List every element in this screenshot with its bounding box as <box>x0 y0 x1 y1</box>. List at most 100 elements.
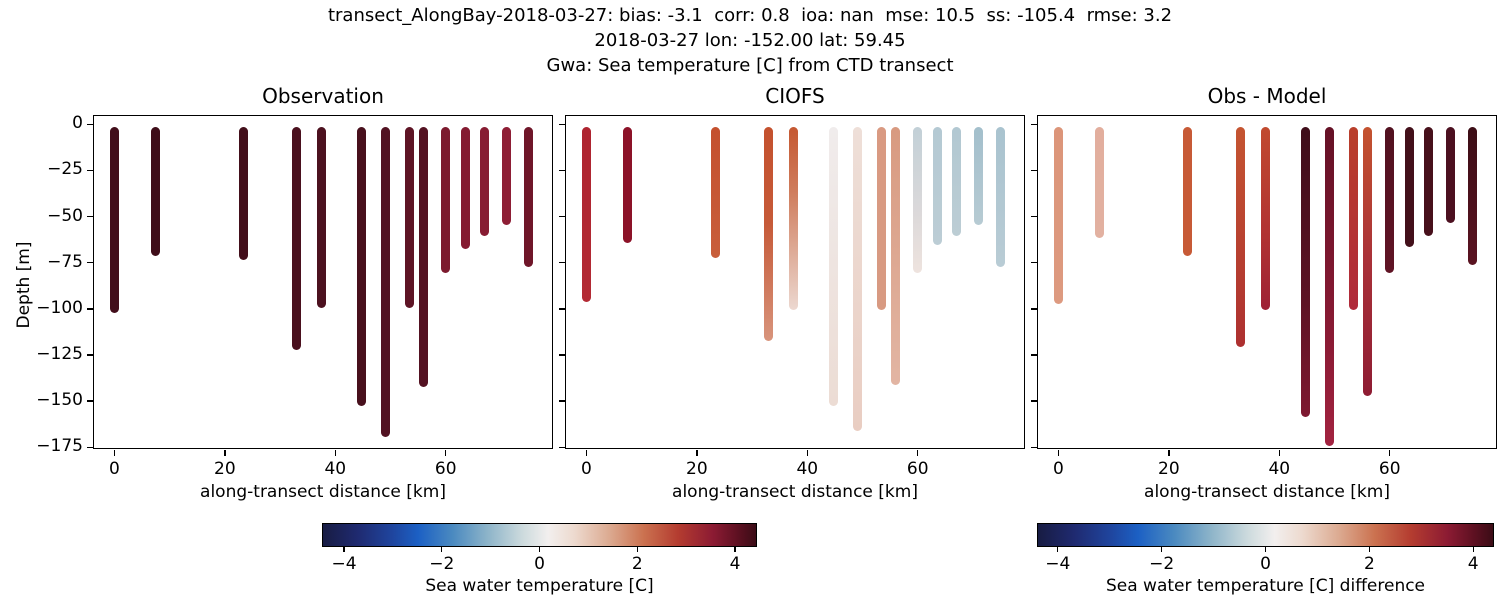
y-tick <box>1031 123 1037 125</box>
x-tick <box>224 450 226 456</box>
profile-bar <box>764 127 774 341</box>
colorbar-label: Sea water temperature [C] <box>425 576 654 596</box>
profile-bar <box>1236 127 1246 347</box>
x-tick <box>1389 450 1391 456</box>
plot-area-obs-model: 0 20 40 60 <box>1031 115 1497 479</box>
x-tick-label: 60 <box>434 459 457 479</box>
colorbar-tick <box>1472 547 1474 552</box>
profile-bar <box>151 127 161 257</box>
x-tick <box>1278 450 1280 456</box>
y-tick <box>87 354 93 356</box>
plot-area-observation: 0 20 40 60 0 −25 −50 −75 −100 −125 −150 −175 <box>36 113 553 479</box>
x-tick-label: 60 <box>1378 459 1401 479</box>
y-tick <box>559 446 565 448</box>
y-tick-label: −175 <box>36 436 83 457</box>
y-tick-label: 0 <box>72 113 83 134</box>
profile-bar <box>877 127 887 310</box>
x-axis-label: along-transect distance [km] <box>672 482 918 502</box>
x-tick <box>1057 450 1060 456</box>
colorbar-tick-label: −4 <box>1045 554 1071 574</box>
y-tick-label: −150 <box>36 390 83 411</box>
profile-bar <box>913 127 923 273</box>
profile-bar <box>1468 127 1478 266</box>
y-tick <box>559 262 565 264</box>
x-tick <box>585 450 588 456</box>
colorbar-tick-label: 4 <box>1467 554 1479 574</box>
subplot-title-observation: Observation <box>262 84 384 108</box>
y-tick-label: −125 <box>36 343 83 364</box>
colorbar-tick-label: −2 <box>429 554 455 574</box>
colorbar-tick <box>343 547 345 552</box>
colorbar-tick <box>1160 547 1163 552</box>
y-tick <box>1031 308 1037 310</box>
colorbar-tick-label: 0 <box>534 554 545 574</box>
profile-bar <box>891 127 901 386</box>
x-tick-label: 20 <box>686 459 708 479</box>
figure-title-stats: transect_AlongBay-2018-03-27: bias: -3.1… <box>327 5 1173 26</box>
profile-bar <box>1301 127 1311 417</box>
figure-title-date-location: 2018-03-27 lon: -152.00 lat: 59.45 <box>594 30 906 51</box>
profile-bar <box>1095 127 1105 238</box>
y-tick <box>559 123 565 125</box>
x-tick <box>917 450 919 456</box>
profile-bar <box>852 127 862 432</box>
colorbar-tick-label: 2 <box>631 554 643 574</box>
y-tick-label: −100 <box>36 297 83 318</box>
y-tick <box>559 215 565 218</box>
profile-bar <box>405 127 415 308</box>
plot-area-ciofs: 0 20 40 60 <box>559 115 1025 479</box>
colorbar-tick-label: −4 <box>331 554 357 574</box>
y-tick <box>87 262 93 264</box>
profile-bar <box>1385 127 1395 273</box>
y-tick <box>87 400 93 402</box>
x-tick-label: 20 <box>214 459 236 479</box>
y-tick <box>559 354 565 356</box>
profile-bar <box>357 127 367 406</box>
profile-bar <box>1349 127 1359 310</box>
colorbar-tick-label: 0 <box>1260 554 1271 574</box>
y-tick <box>559 308 565 310</box>
profile-bar <box>789 127 798 310</box>
figure-title-variable: Gwa: Sea temperature [C] from CTD transe… <box>546 55 954 76</box>
colorbar-tick <box>1057 547 1059 552</box>
profile-bar <box>317 127 326 308</box>
y-tick <box>87 123 93 125</box>
colorbar-tick <box>1368 547 1371 552</box>
subplot-title-ciofs: CIOFS <box>765 84 825 108</box>
x-tick <box>696 450 698 456</box>
colorbar-tick-label: −2 <box>1149 554 1175 574</box>
y-tick <box>87 215 93 218</box>
x-tick <box>806 450 808 456</box>
x-tick-label: 20 <box>1158 459 1180 479</box>
profile-bar <box>238 127 248 260</box>
profile-bar <box>1053 127 1063 305</box>
y-tick <box>559 169 565 172</box>
subplot-title-obs-model: Obs - Model <box>1207 84 1327 108</box>
y-tick-label: −75 <box>47 251 83 272</box>
y-tick <box>1031 262 1037 264</box>
x-tick-label: 40 <box>1268 459 1291 479</box>
y-tick <box>87 308 93 310</box>
profile-bar <box>1182 127 1192 257</box>
colorbar-tick <box>1264 547 1267 552</box>
x-tick <box>113 450 116 456</box>
colorbar-tick-label: 2 <box>1363 554 1375 574</box>
y-tick <box>1031 446 1037 448</box>
colorbar-tick-label: 4 <box>729 554 741 574</box>
profile-bar <box>502 127 511 225</box>
profile-bar <box>1404 127 1414 247</box>
y-tick <box>1031 354 1037 356</box>
profile-bar <box>581 127 591 303</box>
x-tick-label: 0 <box>1053 459 1064 479</box>
x-axis-label: along-transect distance [km] <box>1144 482 1390 502</box>
profile-bar <box>1261 127 1270 310</box>
x-tick <box>1168 450 1170 456</box>
profile-bar <box>974 127 983 225</box>
profile-bar <box>932 127 942 246</box>
y-tick-label: −25 <box>47 159 83 180</box>
profile-bar <box>1324 127 1334 447</box>
profile-bar <box>479 127 489 236</box>
profile-bar <box>380 127 390 437</box>
colorbar-gradient <box>322 523 757 547</box>
